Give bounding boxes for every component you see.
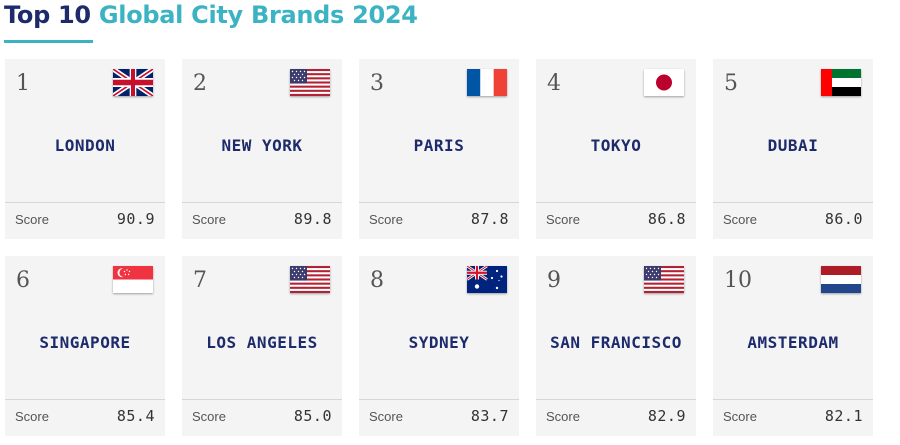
score-label: Score — [723, 409, 757, 424]
city-rank: 3 — [370, 71, 384, 96]
score-label: Score — [369, 212, 403, 227]
city-card: 9 SAN FRANCISCO Score 82.9 — [536, 256, 696, 436]
divider — [713, 399, 873, 400]
score-value: 85.0 — [293, 407, 332, 425]
city-card: 4 TOKYO Score 86.8 — [536, 59, 696, 239]
city-name: LONDON — [54, 136, 116, 155]
city-card: 3 PARIS Score 87.8 — [359, 59, 519, 239]
uk-flag-icon — [113, 69, 153, 96]
city-name: SINGAPORE — [39, 333, 131, 352]
city-rank: 1 — [16, 71, 30, 96]
city-grid: 1 LONDON Score 90.9 2 — [5, 59, 873, 436]
us-flag-icon — [644, 266, 684, 293]
city-card: 10 AMSTERDAM Score 82.1 — [713, 256, 873, 436]
divider — [536, 399, 696, 400]
score-label: Score — [369, 409, 403, 424]
city-card: 8 SYDNEY Score 83.7 — [359, 256, 519, 436]
score-label: Score — [723, 212, 757, 227]
divider — [359, 202, 519, 203]
france-flag-icon — [467, 69, 507, 96]
title-underline — [4, 40, 93, 43]
divider — [713, 202, 873, 203]
divider — [5, 399, 165, 400]
divider — [182, 202, 342, 203]
city-name: DUBAI — [767, 136, 819, 155]
city-card: 2 NEW YORK Score 89.8 — [182, 59, 342, 239]
score-value: 86.8 — [647, 210, 686, 228]
city-card: 7 LOS ANGELES Score 85.0 — [182, 256, 342, 436]
score-label: Score — [546, 212, 580, 227]
city-rank: 6 — [16, 268, 30, 293]
city-card: 5 DUBAI Score 86.0 — [713, 59, 873, 239]
city-name: AMSTERDAM — [747, 333, 839, 352]
city-name: SYDNEY — [408, 333, 470, 352]
city-rank: 5 — [724, 71, 738, 96]
city-card: 6 SINGAPORE Score 85.4 — [5, 256, 165, 436]
australia-flag-icon — [467, 266, 507, 293]
city-name: PARIS — [413, 136, 465, 155]
score-value: 82.9 — [647, 407, 686, 425]
score-label: Score — [192, 409, 226, 424]
city-rank: 10 — [724, 268, 752, 293]
city-rank: 7 — [193, 268, 207, 293]
score-label: Score — [15, 409, 49, 424]
score-label: Score — [546, 409, 580, 424]
score-label: Score — [192, 212, 226, 227]
japan-flag-icon — [644, 69, 684, 96]
city-name: NEW YORK — [221, 136, 303, 155]
city-rank: 9 — [547, 268, 561, 293]
score-value: 89.8 — [293, 210, 332, 228]
score-value: 82.1 — [824, 407, 863, 425]
city-name: TOKYO — [590, 136, 642, 155]
netherlands-flag-icon — [821, 266, 861, 293]
score-value: 87.8 — [470, 210, 509, 228]
score-label: Score — [15, 212, 49, 227]
page-title-part2: Global City Brands 2024 — [98, 1, 418, 29]
uae-flag-icon — [821, 69, 861, 96]
city-name: SAN FRANCISCO — [550, 333, 682, 352]
city-rank: 8 — [370, 268, 384, 293]
divider — [359, 399, 519, 400]
city-name: LOS ANGELES — [206, 333, 318, 352]
page-title-part1: Top 10 — [4, 1, 91, 29]
city-card: 1 LONDON Score 90.9 — [5, 59, 165, 239]
us-flag-icon — [290, 69, 330, 96]
us-flag-icon — [290, 266, 330, 293]
score-value: 86.0 — [824, 210, 863, 228]
divider — [182, 399, 342, 400]
city-rank: 2 — [193, 71, 207, 96]
score-value: 83.7 — [470, 407, 509, 425]
score-value: 90.9 — [116, 210, 155, 228]
divider — [536, 202, 696, 203]
city-rank: 4 — [547, 71, 561, 96]
page-title: Top 10 Global City Brands 2024 — [4, 0, 418, 30]
score-value: 85.4 — [116, 407, 155, 425]
divider — [5, 202, 165, 203]
singapore-flag-icon — [113, 266, 153, 293]
